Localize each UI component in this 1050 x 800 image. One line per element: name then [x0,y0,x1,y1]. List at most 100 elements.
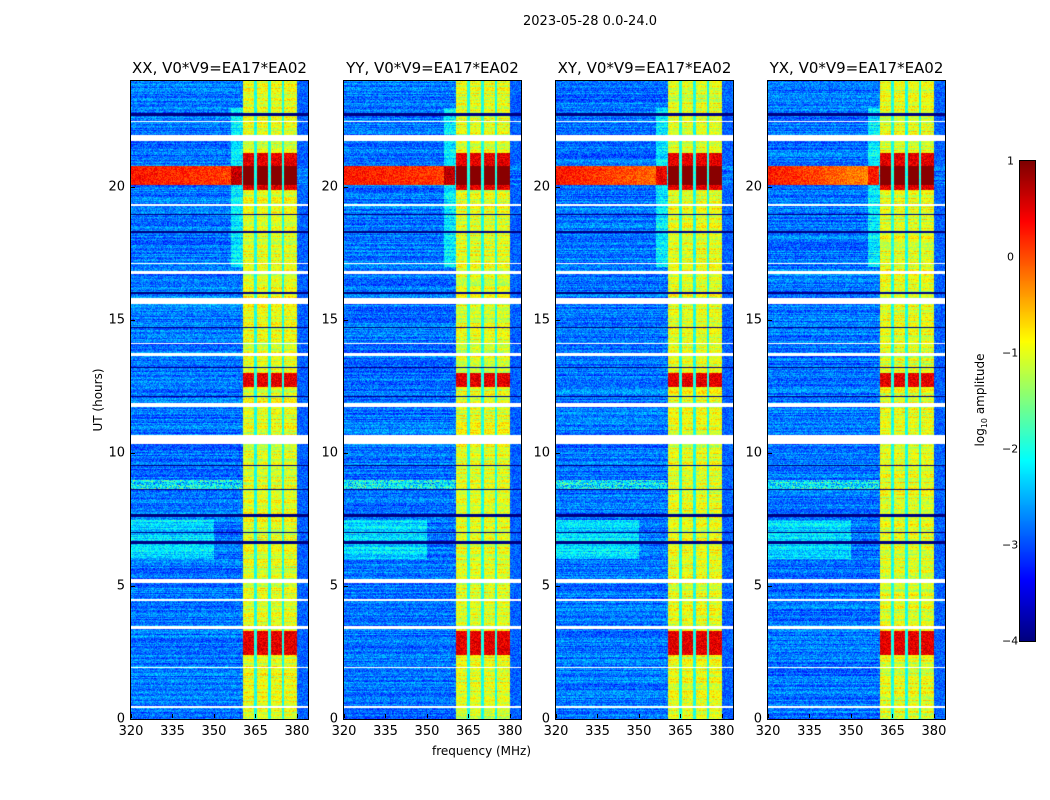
x-tick [638,714,640,718]
y-tick-label: 0 [116,711,125,727]
x-tick-label: 350 [414,724,440,739]
x-tick [172,714,174,718]
spectrogram [556,81,733,719]
y-tick [131,586,135,588]
y-tick [344,453,348,455]
colorbar-tick-label: −1 [1002,346,1019,360]
colorbar-label-sub: 10 [980,417,990,429]
x-tick-label: 335 [373,724,398,739]
x-tick-label: 365 [243,724,268,739]
x-tick [556,714,557,718]
y-tick-label: 15 [108,312,125,328]
x-tick [597,714,599,718]
colorbar [1019,160,1036,642]
x-tick [344,714,345,718]
x-tick-label: 380 [284,724,310,739]
panel-title: XY, V0*V9=EA17*EA02 [557,59,732,77]
x-tick-label: 320 [118,724,144,739]
y-tick [131,719,135,720]
figure-title: 2023-05-28 0.0-24.0 [523,14,657,29]
y-tick-label: 5 [329,578,338,594]
x-tick-label: 350 [838,724,864,739]
y-tick-label: 0 [329,711,338,727]
y-tick-label: 0 [541,711,550,727]
x-tick [468,714,470,718]
y-tick [768,320,772,322]
x-tick [721,714,723,718]
x-tick [680,714,682,718]
y-tick-label: 10 [745,445,762,461]
x-tick [426,714,428,718]
y-tick [768,453,772,455]
y-tick-label: 10 [108,445,125,461]
x-tick-label: 365 [668,724,693,739]
x-tick-label: 350 [201,724,227,739]
x-tick-label: 335 [797,724,822,739]
y-tick [768,719,772,720]
y-tick-label: 5 [116,578,125,594]
y-tick [131,320,135,322]
panel-2: XY, V0*V9=EA17*EA02 320 335 350 365 380 0 5 10 15… [533,59,734,739]
y-tick-label: 10 [321,445,338,461]
y-tick [768,187,772,189]
y-tick [344,586,348,588]
colorbar-tick-label: −3 [1002,538,1019,552]
y-tick [556,320,560,322]
y-tick-label: 15 [321,312,338,328]
y-tick-label: 5 [753,578,762,594]
colorbar-label: log10 amplitude [973,354,989,447]
y-tick [131,453,135,455]
y-tick [131,187,135,189]
panel-1: YY, V0*V9=EA17*EA02 320 335 350 365 380 0 5 10 15… [321,59,522,739]
x-tick-label: 320 [543,724,569,739]
x-tick [131,714,132,718]
x-axis-label: frequency (MHz) [432,744,532,758]
x-tick-label: 380 [709,724,735,739]
x-tick-label: 320 [755,724,781,739]
y-tick-label: 0 [753,711,762,727]
colorbar-tick-label: 0 [1007,250,1014,264]
x-tick [385,714,387,718]
x-tick-label: 350 [626,724,652,739]
x-tick-label: 320 [331,724,357,739]
x-tick [768,714,769,718]
y-tick-label: 10 [533,445,550,461]
x-tick [892,714,894,718]
panel-title: YX, V0*V9=EA17*EA02 [769,59,944,77]
spectrogram [131,81,308,719]
y-tick-label: 20 [321,179,338,195]
x-tick-label: 380 [497,724,523,739]
x-tick-label: 335 [585,724,610,739]
y-tick-label: 5 [541,578,550,594]
x-tick [509,714,511,718]
y-tick [768,586,772,588]
y-tick [344,187,348,189]
colorbar-tick-label: 1 [1007,154,1014,168]
y-tick [344,320,348,322]
colorbar-label-text: amplitude [972,353,987,418]
x-tick-label: 365 [880,724,905,739]
x-tick [933,714,935,718]
y-tick [556,453,560,455]
spectrogram [768,81,945,719]
panel-3: YX, V0*V9=EA17*EA02 320 335 350 365 380 0 5 10 15… [745,59,946,739]
x-tick [809,714,811,718]
y-tick-label: 20 [745,179,762,195]
x-tick [213,714,215,718]
panel-0: XX, V0*V9=EA17*EA02 320 335 350 365 380 0 5 10 15… [108,59,309,739]
y-tick-label: 15 [533,312,550,328]
y-tick-label: 15 [745,312,762,328]
colorbar-tick-label: −2 [1002,442,1019,456]
panel-title: XX, V0*V9=EA17*EA02 [132,59,307,77]
y-axis-label: UT (hours) [91,368,105,432]
y-tick-label: 20 [108,179,125,195]
colorbar-tick-label: −4 [1002,634,1019,648]
colorbar-label-log: log [972,428,987,447]
x-tick [296,714,298,718]
y-tick-label: 20 [533,179,550,195]
y-tick [556,586,560,588]
y-tick [344,719,348,720]
y-tick [556,719,560,720]
spectrogram [344,81,521,719]
